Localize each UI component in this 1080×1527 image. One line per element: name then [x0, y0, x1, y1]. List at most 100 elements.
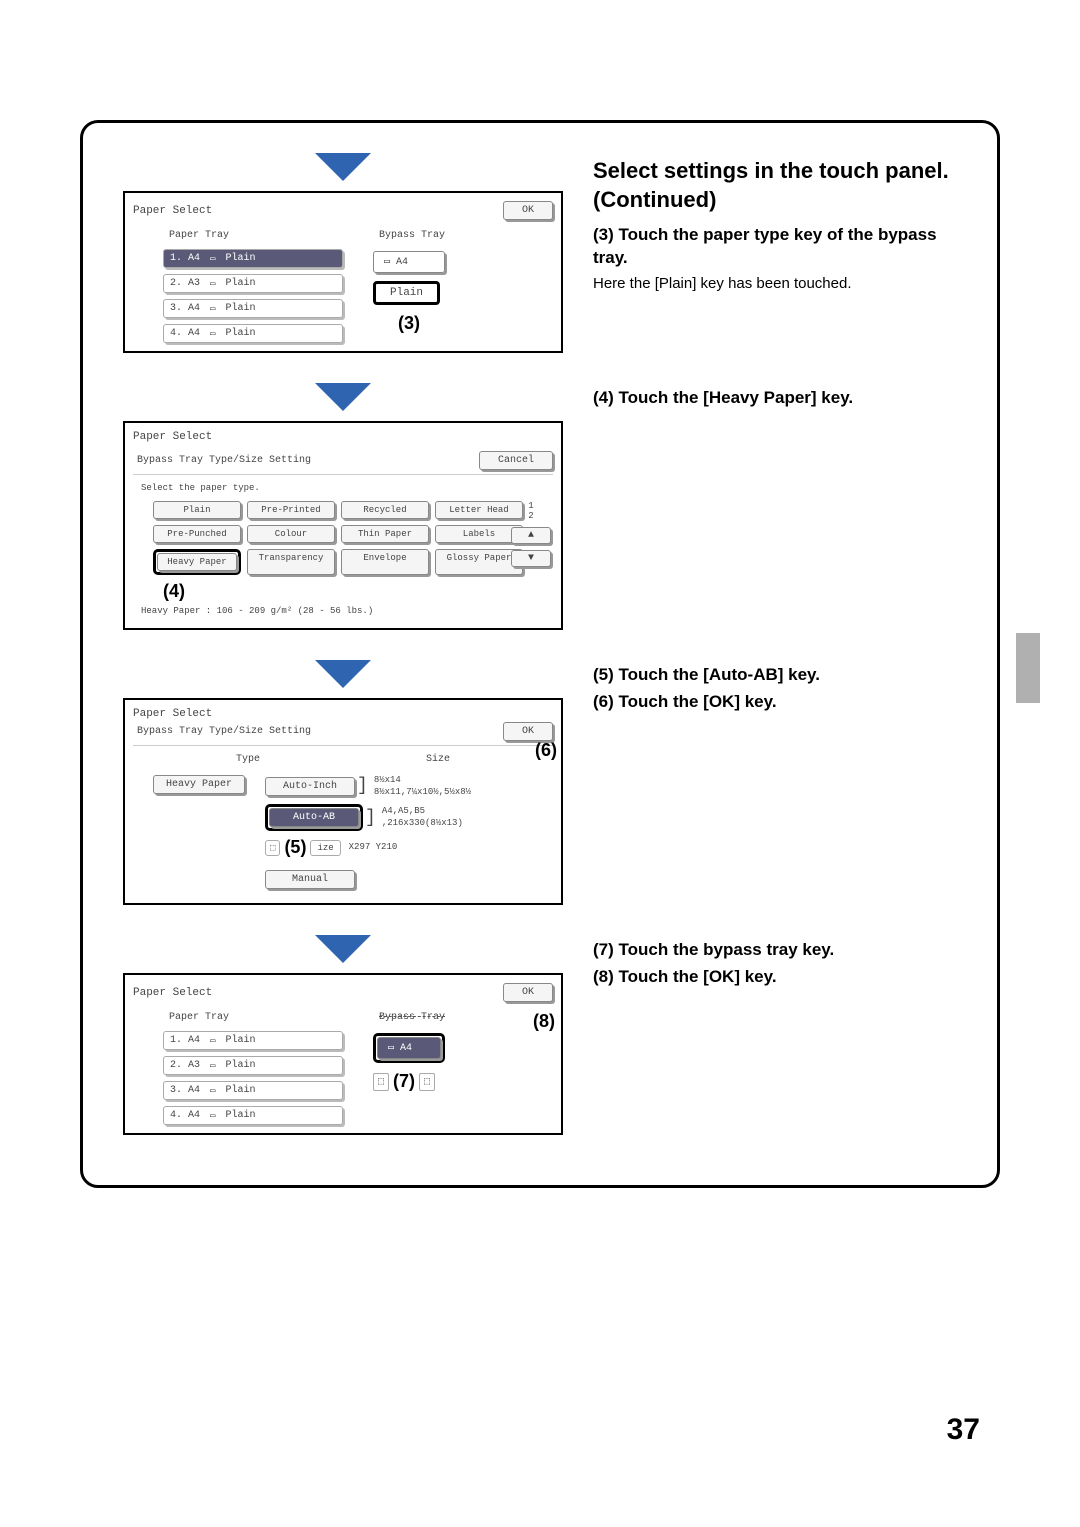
- panel-title: Paper Select: [133, 431, 553, 443]
- paper-type-grid: Plain Pre-Printed Recycled Letter Head P…: [133, 497, 553, 579]
- orientation-icon: ▭: [210, 1036, 215, 1046]
- type-letterhead[interactable]: Letter Head: [435, 501, 523, 519]
- arrow-down-icon: [315, 383, 371, 411]
- tray-row-1[interactable]: 1. A4 ▭ Plain: [163, 249, 343, 268]
- section-heading: Select settings in the touch panel. (Con…: [593, 157, 957, 214]
- bypass-highlight: ▭ A4: [373, 1033, 445, 1063]
- row-step-7-8: Paper Select OK (8) Paper Tray 1. A4 ▭ P…: [123, 935, 957, 1135]
- bracket-icon: ]: [357, 779, 368, 793]
- manual-button[interactable]: Manual: [265, 870, 355, 889]
- callout-6: (6): [535, 740, 557, 761]
- orientation-icon: ▭: [210, 1061, 215, 1071]
- step-7-head: (7) Touch the bypass tray key.: [593, 939, 957, 962]
- custom-values: X297 Y210: [345, 842, 398, 854]
- ab-size-list: A4,A5,B5 ,216x330(8½x13): [378, 806, 463, 829]
- scroll-indicator: 1 2 ▲ ▼: [511, 501, 551, 567]
- arrow-down-icon: [315, 153, 371, 181]
- paper-tray-label: Paper Tray: [169, 1012, 343, 1023]
- page-frame: Paper Select OK Paper Tray 1. A4 ▭ Plain…: [80, 120, 1000, 1188]
- heavy-paper-note: Heavy Paper : 106 - 209 g/m² (28 - 56 lb…: [133, 602, 553, 620]
- type-transparency[interactable]: Transparency: [247, 549, 335, 575]
- bypass-type-button[interactable]: Plain: [373, 281, 440, 305]
- type-thinpaper[interactable]: Thin Paper: [341, 525, 429, 543]
- panel-paper-select-3: Paper Select Bypass Tray Type/Size Setti…: [123, 698, 563, 905]
- paper-icon: ▭: [384, 256, 390, 268]
- callout-7: (7): [393, 1071, 415, 1092]
- panel-title: Paper Select: [133, 205, 212, 217]
- orientation-icon: ▭: [210, 279, 215, 289]
- custom-size-icon: ⬚: [265, 840, 280, 856]
- step-3-body: Here the [Plain] key has been touched.: [593, 274, 957, 294]
- type-left-fragment: ⬚: [373, 1073, 389, 1091]
- type-value-button[interactable]: Heavy Paper: [153, 775, 245, 794]
- orientation-icon: ▭: [210, 1111, 215, 1121]
- panel-paper-select-4: Paper Select OK (8) Paper Tray 1. A4 ▭ P…: [123, 973, 563, 1135]
- auto-inch-button[interactable]: Auto-Inch: [265, 777, 355, 796]
- page-number: 37: [947, 1413, 980, 1447]
- type-labels[interactable]: Labels: [435, 525, 523, 543]
- paper-icon: ▭: [388, 1042, 394, 1054]
- type-prepunched[interactable]: Pre-Punched: [153, 525, 241, 543]
- instruction-text: Select the paper type.: [133, 479, 553, 497]
- arrow-down-icon: [315, 935, 371, 963]
- bracket-icon: ]: [365, 811, 376, 825]
- type-heavypaper[interactable]: Heavy Paper: [157, 553, 237, 571]
- panel-subtitle: Bypass Tray Type/Size Setting: [137, 455, 311, 466]
- bypass-paper-button[interactable]: ▭ A4: [373, 251, 445, 273]
- panel-paper-select-2: Paper Select Bypass Tray Type/Size Setti…: [123, 421, 563, 630]
- step-8-head: (8) Touch the [OK] key.: [593, 966, 957, 989]
- type-colour[interactable]: Colour: [247, 525, 335, 543]
- type-label: Type: [236, 754, 260, 765]
- tray-row-3[interactable]: 3. A4 ▭ Plain: [163, 299, 343, 318]
- ok-button[interactable]: OK: [503, 983, 553, 1002]
- type-envelope[interactable]: Envelope: [341, 549, 429, 575]
- orientation-icon: ▭: [210, 304, 215, 314]
- tray-row-3[interactable]: 3. A4 ▭ Plain: [163, 1081, 343, 1100]
- scroll-up-button[interactable]: ▲: [511, 527, 551, 544]
- bypass-tray-label: Bypass Tray: [379, 230, 445, 241]
- step-3-head: (3) Touch the paper type key of the bypa…: [593, 224, 957, 270]
- panel-title: Paper Select: [133, 987, 212, 999]
- step-6-head: (6) Touch the [OK] key.: [593, 691, 957, 714]
- type-recycled[interactable]: Recycled: [341, 501, 429, 519]
- tray-row-2[interactable]: 2. A3 ▭ Plain: [163, 274, 343, 293]
- step-5-head: (5) Touch the [Auto-AB] key.: [593, 664, 957, 687]
- scroll-down-button[interactable]: ▼: [511, 550, 551, 567]
- inch-size-list: 8½x14 8½x11,7¼x10½,5½x8½: [370, 775, 471, 798]
- type-plain[interactable]: Plain: [153, 501, 241, 519]
- auto-ab-highlight: Auto-AB: [265, 804, 363, 831]
- row-step-4: Paper Select Bypass Tray Type/Size Setti…: [123, 383, 957, 630]
- bypass-tray-label: Bypass Tray: [379, 1012, 445, 1023]
- type-preprinted[interactable]: Pre-Printed: [247, 501, 335, 519]
- type-heavypaper-highlight: Heavy Paper: [153, 549, 241, 575]
- panel-title: Paper Select: [133, 708, 553, 720]
- orientation-icon: ▭: [210, 254, 215, 264]
- tray-row-1[interactable]: 1. A4 ▭ Plain: [163, 1031, 343, 1050]
- orientation-icon: ▭: [210, 329, 215, 339]
- panel-subtitle: Bypass Tray Type/Size Setting: [137, 726, 311, 737]
- arrow-down-icon: [315, 660, 371, 688]
- paper-tray-label: Paper Tray: [169, 230, 343, 241]
- bypass-paper-button[interactable]: ▭ A4: [377, 1037, 441, 1059]
- type-glossy[interactable]: Glossy Paper: [435, 549, 523, 575]
- tray-row-2[interactable]: 2. A3 ▭ Plain: [163, 1056, 343, 1075]
- type-right-fragment: ⬚: [419, 1073, 435, 1091]
- orientation-icon: ▭: [210, 1086, 215, 1096]
- tray-row-4[interactable]: 4. A4 ▭ Plain: [163, 1106, 343, 1125]
- callout-8: (8): [533, 1011, 555, 1032]
- side-tab: [1016, 633, 1040, 703]
- size-label: Size: [426, 754, 450, 765]
- panel-paper-select-1: Paper Select OK Paper Tray 1. A4 ▭ Plain…: [123, 191, 563, 353]
- ok-button[interactable]: OK: [503, 201, 553, 220]
- row-step-3: Paper Select OK Paper Tray 1. A4 ▭ Plain…: [123, 153, 957, 353]
- callout-4: (4): [133, 581, 553, 602]
- custom-size-tab[interactable]: ize: [310, 840, 340, 856]
- callout-5: (5): [284, 837, 306, 858]
- step-4-head: (4) Touch the [Heavy Paper] key.: [593, 387, 957, 410]
- auto-ab-button[interactable]: Auto-AB: [269, 808, 359, 827]
- cancel-button[interactable]: Cancel: [479, 451, 553, 470]
- callout-3: (3): [373, 313, 445, 334]
- row-step-5-6: Paper Select Bypass Tray Type/Size Setti…: [123, 660, 957, 905]
- ok-button[interactable]: OK: [503, 722, 553, 741]
- tray-row-4[interactable]: 4. A4 ▭ Plain: [163, 324, 343, 343]
